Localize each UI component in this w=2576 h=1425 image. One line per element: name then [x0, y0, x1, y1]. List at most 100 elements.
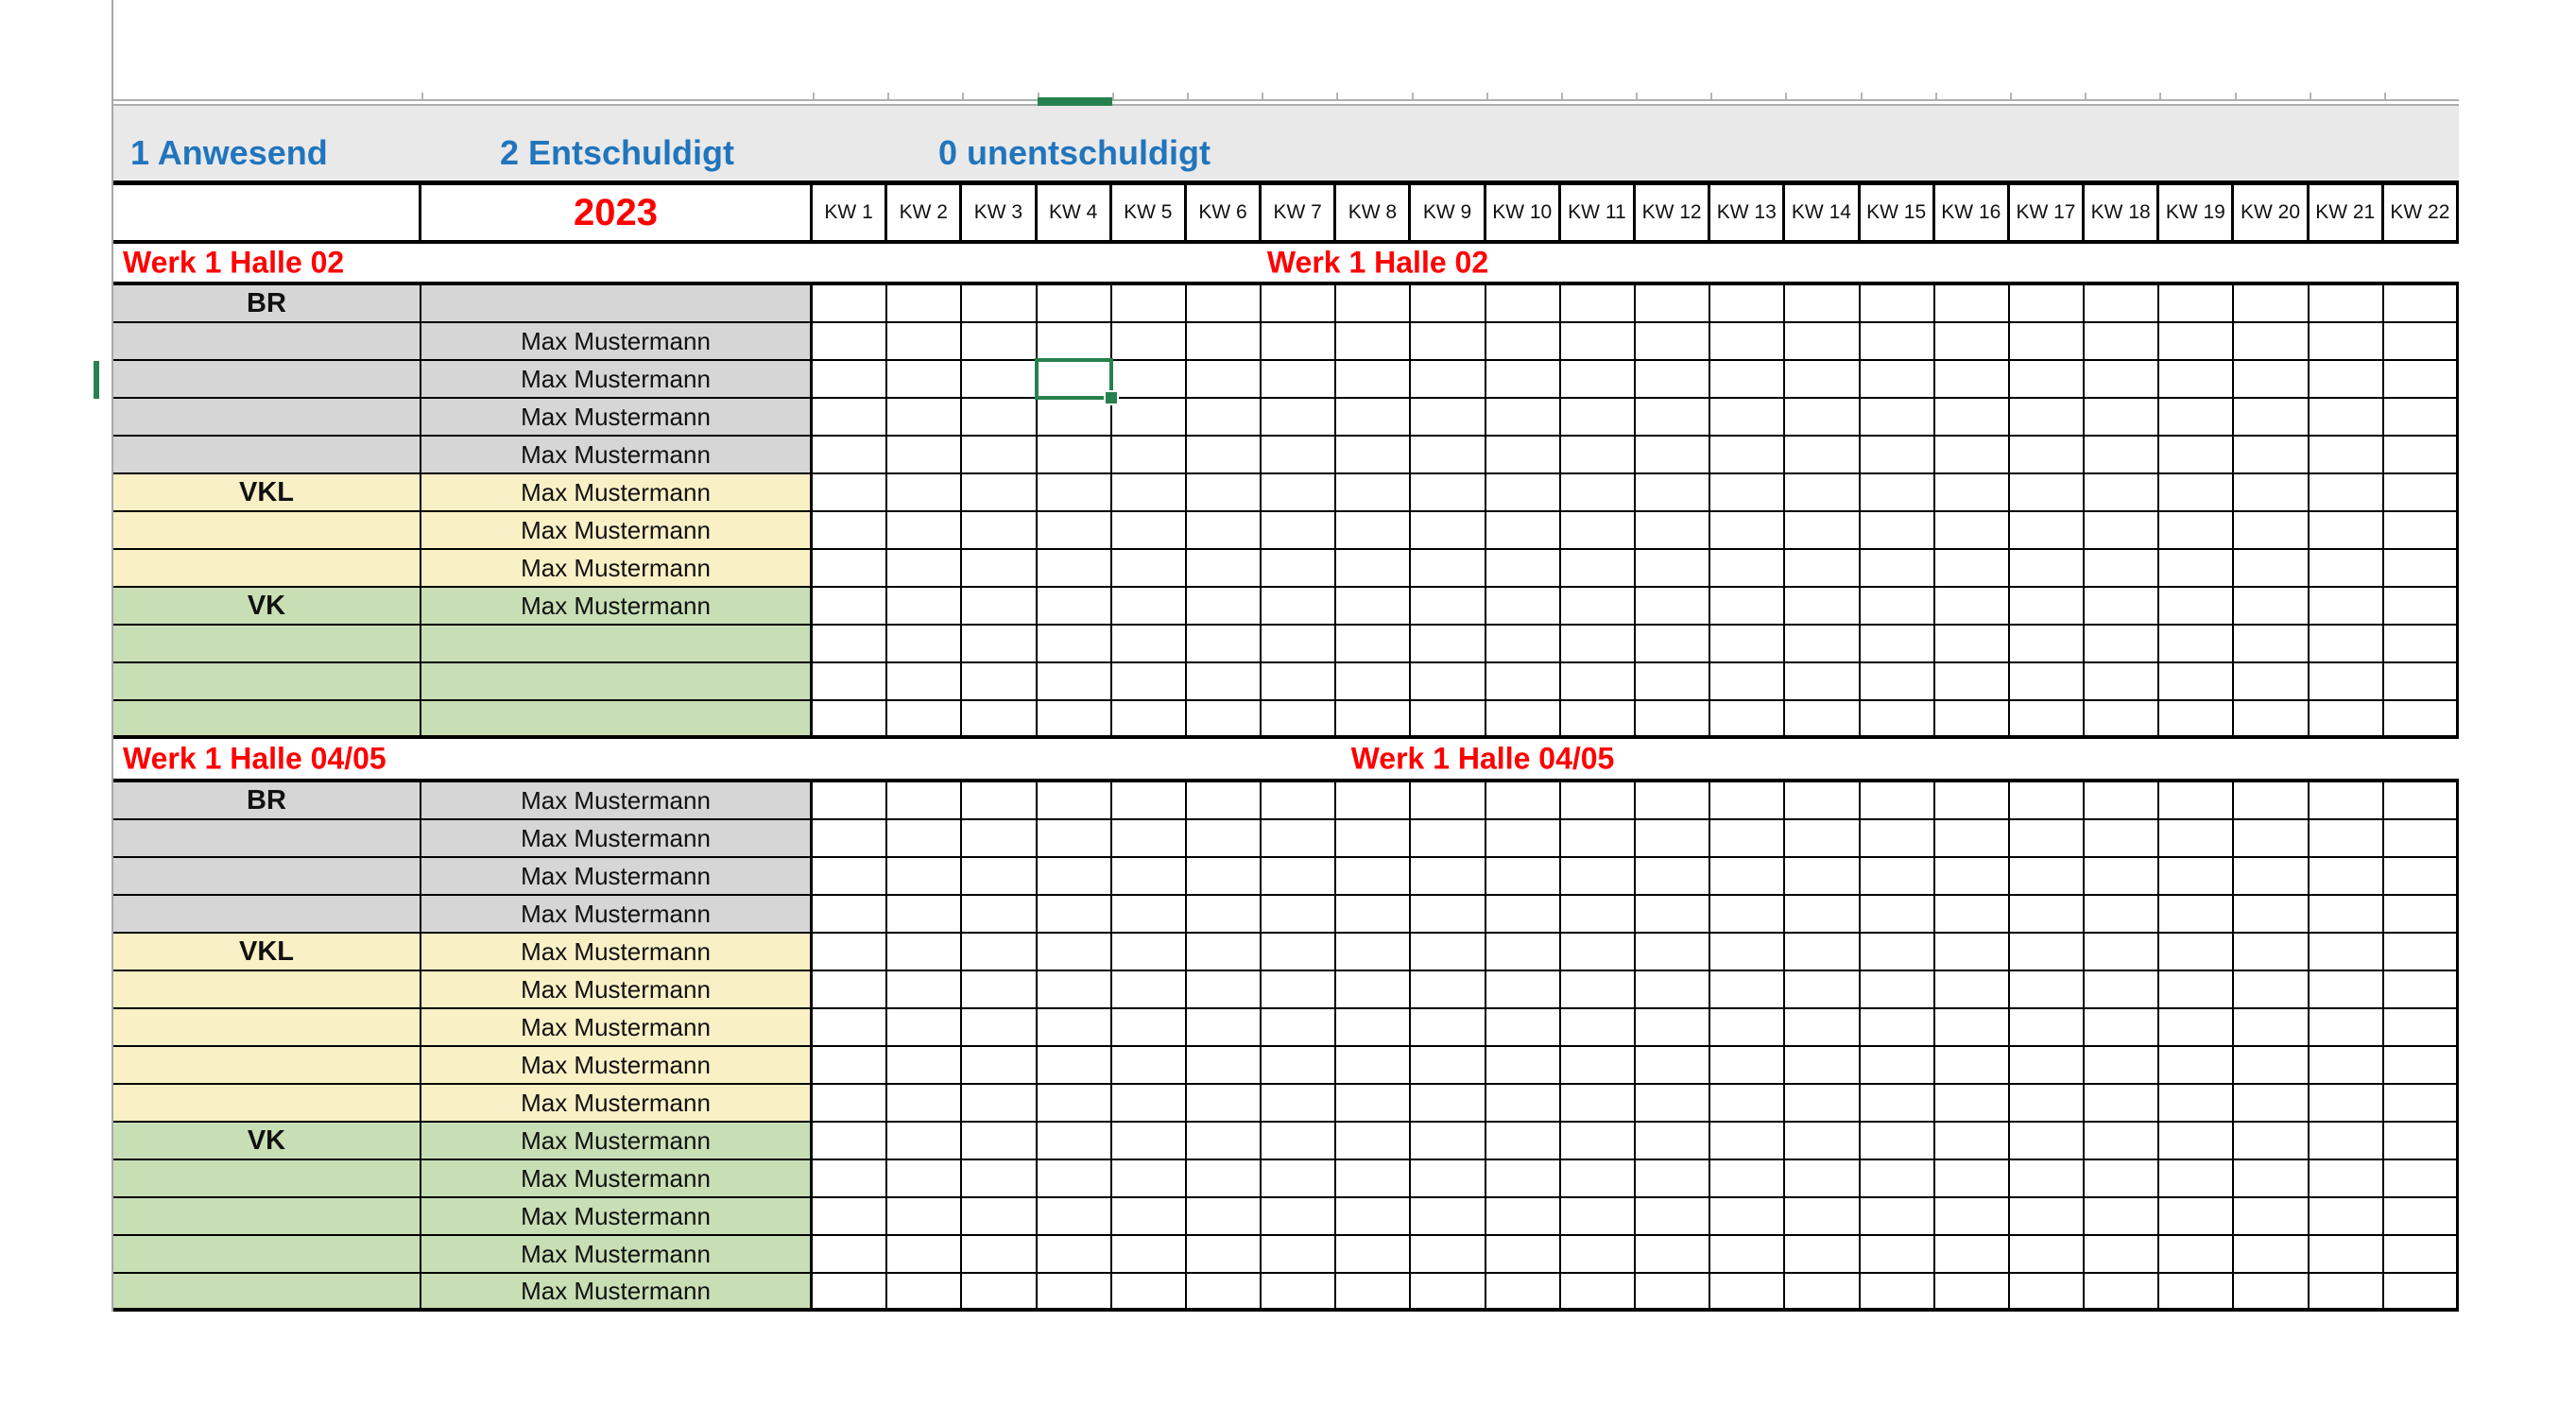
week-cell[interactable] — [1560, 896, 1636, 934]
week-cell[interactable] — [813, 1123, 888, 1160]
week-header-cell[interactable]: KW 6 — [1186, 185, 1262, 244]
week-cell[interactable] — [1560, 1123, 1636, 1160]
week-cell[interactable] — [2309, 1047, 2384, 1085]
week-cell[interactable] — [2383, 1160, 2459, 1198]
week-cell[interactable] — [1860, 1123, 1935, 1160]
name-cell[interactable]: Max Mustermann — [421, 971, 813, 1009]
week-cell[interactable] — [1860, 896, 1935, 934]
week-cell[interactable] — [2309, 1198, 2384, 1236]
week-cell[interactable] — [1860, 663, 1935, 701]
week-cell[interactable] — [1710, 1047, 1786, 1085]
week-cell[interactable] — [1860, 512, 1935, 550]
week-cell[interactable] — [1785, 1198, 1861, 1236]
week-cell[interactable] — [1186, 896, 1262, 934]
week-cell[interactable] — [1860, 1160, 1935, 1198]
week-cell[interactable] — [1485, 782, 1561, 820]
week-cell[interactable] — [962, 437, 1038, 474]
week-cell[interactable] — [813, 782, 888, 820]
week-cell[interactable] — [1336, 1123, 1412, 1160]
week-cell[interactable] — [1485, 323, 1561, 361]
name-cell[interactable]: Max Mustermann — [421, 1009, 813, 1047]
week-cell[interactable] — [1710, 820, 1786, 858]
week-cell[interactable] — [1336, 701, 1412, 739]
week-cell[interactable] — [1710, 1009, 1786, 1047]
week-cell[interactable] — [2383, 323, 2459, 361]
week-cell[interactable] — [1635, 820, 1711, 858]
week-cell[interactable] — [1037, 626, 1112, 663]
week-cell[interactable] — [2309, 1274, 2384, 1312]
week-cell[interactable] — [1710, 1123, 1786, 1160]
week-cell[interactable] — [2383, 896, 2459, 934]
week-cell[interactable] — [1411, 1160, 1486, 1198]
week-cell[interactable] — [1411, 323, 1486, 361]
group-label-cell[interactable] — [113, 1047, 421, 1085]
week-cell[interactable] — [813, 934, 888, 971]
week-cell[interactable] — [2009, 1198, 2086, 1236]
week-cell[interactable] — [1186, 588, 1262, 626]
week-cell[interactable] — [2309, 323, 2384, 361]
week-cell[interactable] — [1186, 1236, 1262, 1274]
week-cell[interactable] — [1336, 1160, 1412, 1198]
week-cell[interactable] — [1710, 934, 1786, 971]
name-cell[interactable]: Max Mustermann — [421, 1085, 813, 1123]
week-cell[interactable] — [2309, 858, 2384, 896]
week-header-cell[interactable]: KW 3 — [962, 185, 1038, 244]
week-cell[interactable] — [2085, 626, 2160, 663]
week-cell[interactable] — [887, 896, 963, 934]
week-cell[interactable] — [2159, 437, 2235, 474]
week-cell[interactable] — [2309, 934, 2384, 971]
week-cell[interactable] — [1860, 285, 1935, 323]
week-cell[interactable] — [887, 588, 963, 626]
week-cell[interactable] — [1785, 701, 1861, 739]
week-cell[interactable] — [1485, 361, 1561, 399]
week-cell[interactable] — [887, 361, 963, 399]
week-cell[interactable] — [813, 971, 888, 1009]
week-cell[interactable] — [2085, 550, 2160, 588]
week-cell[interactable] — [2085, 437, 2160, 474]
week-cell[interactable] — [1111, 474, 1187, 512]
week-cell[interactable] — [1186, 474, 1262, 512]
week-cell[interactable] — [1111, 1236, 1187, 1274]
week-header-cell[interactable]: KW 4 — [1037, 185, 1112, 244]
week-cell[interactable] — [1560, 1198, 1636, 1236]
week-cell[interactable] — [2309, 512, 2384, 550]
week-cell[interactable] — [1111, 782, 1187, 820]
week-cell[interactable] — [887, 1047, 963, 1085]
week-cell[interactable] — [1186, 1123, 1262, 1160]
legend-present-label[interactable]: 1 Anwesend — [130, 132, 328, 172]
week-cell[interactable] — [1710, 399, 1786, 437]
group-label-cell[interactable] — [113, 1236, 421, 1274]
week-cell[interactable] — [1411, 782, 1486, 820]
week-cell[interactable] — [2383, 1123, 2459, 1160]
week-cell[interactable] — [1186, 701, 1262, 739]
week-cell[interactable] — [1485, 1198, 1561, 1236]
week-cell[interactable] — [1860, 550, 1935, 588]
week-cell[interactable] — [2309, 474, 2384, 512]
week-cell[interactable] — [1710, 1198, 1786, 1236]
group-label-cell[interactable] — [113, 1274, 421, 1312]
week-cell[interactable] — [1560, 858, 1636, 896]
header-empty-cell[interactable] — [113, 185, 421, 244]
week-cell[interactable] — [1710, 701, 1786, 739]
week-cell[interactable] — [1336, 934, 1412, 971]
week-cell[interactable] — [1262, 782, 1337, 820]
week-cell[interactable] — [1934, 663, 2010, 701]
week-cell[interactable] — [2383, 361, 2459, 399]
week-cell[interactable] — [962, 588, 1038, 626]
week-cell[interactable] — [2234, 550, 2310, 588]
group-label-cell[interactable] — [113, 896, 421, 934]
week-cell[interactable] — [2085, 1047, 2160, 1085]
week-cell[interactable] — [1710, 588, 1786, 626]
group-label-cell[interactable] — [113, 1198, 421, 1236]
week-cell[interactable] — [2383, 701, 2459, 739]
week-cell[interactable] — [1262, 1009, 1337, 1047]
week-cell[interactable] — [2383, 971, 2459, 1009]
week-cell[interactable] — [887, 323, 963, 361]
name-cell[interactable]: Max Mustermann — [421, 550, 813, 588]
name-cell[interactable] — [421, 701, 813, 739]
week-cell[interactable] — [1186, 971, 1262, 1009]
week-cell[interactable] — [962, 399, 1038, 437]
week-cell[interactable] — [962, 550, 1038, 588]
week-header-cell[interactable]: KW 15 — [1860, 185, 1935, 244]
week-cell[interactable] — [1336, 588, 1412, 626]
